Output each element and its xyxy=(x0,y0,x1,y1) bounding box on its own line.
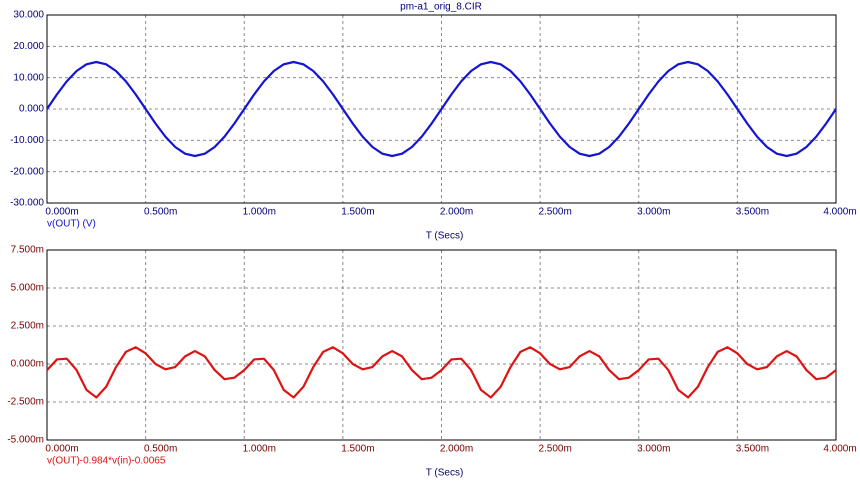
x-tick-label: 4.000m xyxy=(823,207,856,218)
series-line xyxy=(46,346,837,399)
x-tick-label: 4.000m xyxy=(823,444,856,455)
x-tick-label: 1.500m xyxy=(341,207,374,218)
legend-entry: v(OUT)-0.984*v(in)-0.0065 xyxy=(47,456,166,467)
y-tick-label: 30.000 xyxy=(13,10,44,21)
y-tick-label: -20.000 xyxy=(10,166,44,177)
x-tick-label: 0.500m xyxy=(144,207,177,218)
y-tick-label: 20.000 xyxy=(13,41,44,52)
y-tick-label: 2.500m xyxy=(11,321,44,332)
x-axis-label: T (Secs) xyxy=(426,468,464,479)
x-tick-label: 3.500m xyxy=(736,444,769,455)
x-tick-label: 2.000m xyxy=(440,444,473,455)
y-tick-label: 0.000 xyxy=(19,104,44,115)
x-tick-label: 0.000m xyxy=(45,444,78,455)
y-tick-label: -2.500m xyxy=(7,397,44,408)
y-tick-label: 7.500m xyxy=(11,245,44,256)
x-tick-label: 3.500m xyxy=(736,207,769,218)
x-tick-label: 0.000m xyxy=(45,207,78,218)
x-tick-label: 0.500m xyxy=(144,444,177,455)
y-tick-label: -5.000m xyxy=(7,435,44,446)
x-tick-label: 1.500m xyxy=(341,444,374,455)
x-tick-label: 1.000m xyxy=(243,207,276,218)
series-line xyxy=(46,60,837,158)
x-axis-label: T (Secs) xyxy=(426,231,464,242)
plot-frame xyxy=(46,249,837,441)
y-tick-label: 0.000m xyxy=(11,359,44,370)
x-tick-label: 2.000m xyxy=(440,207,473,218)
x-tick-label: 3.000m xyxy=(637,207,670,218)
x-tick-label: 2.500m xyxy=(538,444,571,455)
y-tick-label: -10.000 xyxy=(10,135,44,146)
legend-entry: v(OUT) (V) xyxy=(47,219,96,230)
y-tick-label: -30.000 xyxy=(10,198,44,209)
y-tick-label: 5.000m xyxy=(11,283,44,294)
x-tick-label: 2.500m xyxy=(538,207,571,218)
chart-title: pm-a1_orig_8.CIR xyxy=(400,2,482,13)
x-tick-label: 3.000m xyxy=(637,444,670,455)
x-tick-label: 1.000m xyxy=(243,444,276,455)
y-tick-label: 10.000 xyxy=(13,72,44,83)
